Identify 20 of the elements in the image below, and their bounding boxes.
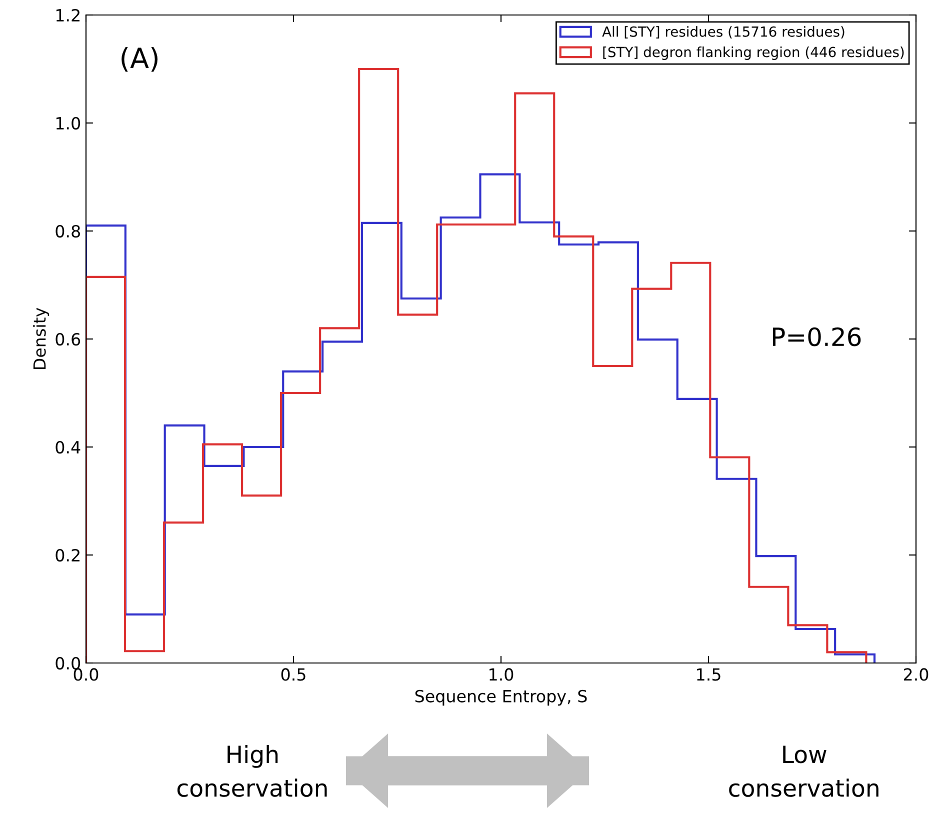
legend-label: [STY] degron flanking region (446 residues) bbox=[603, 46, 904, 60]
legend-label: All [STY] residues (15716 residues) bbox=[602, 26, 844, 38]
annotation: P=0.26 bbox=[773, 327, 861, 346]
y-tick-label: 0.4 bbox=[56, 440, 80, 454]
x-axis-title: Sequence Entropy, S bbox=[415, 690, 587, 706]
x-tick-label: 1.5 bbox=[697, 668, 720, 681]
y-axis-title: Density bbox=[32, 308, 50, 370]
y-tick-label: 0.2 bbox=[56, 548, 80, 562]
x-tick-label: 0.0 bbox=[74, 668, 98, 681]
y-tick-label: 0.6 bbox=[56, 332, 80, 346]
y-tick-label: 1.0 bbox=[56, 116, 80, 130]
text: Low conservation bbox=[729, 746, 878, 797]
annotation: (A) bbox=[122, 46, 158, 72]
y-tick-label: 0.0 bbox=[56, 656, 80, 670]
x-tick-label: 0.5 bbox=[281, 668, 306, 681]
text: High conservation bbox=[177, 745, 327, 797]
x-tick-label: 1.0 bbox=[490, 668, 514, 681]
y-tick-label: 1.2 bbox=[56, 8, 80, 22]
y-tick-label: 0.8 bbox=[56, 224, 80, 238]
x-tick-label: 2.0 bbox=[904, 668, 928, 681]
